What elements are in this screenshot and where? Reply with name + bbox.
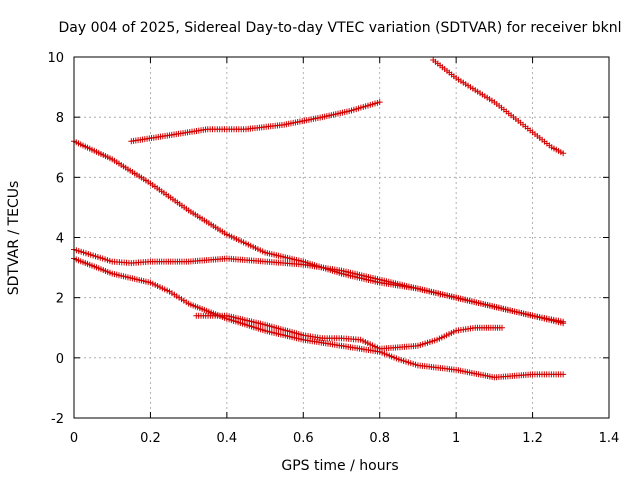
data-marks <box>71 57 567 381</box>
y-tick-label: 4 <box>56 232 64 247</box>
series-track-e <box>71 255 567 381</box>
y-tick-label: 8 <box>56 111 64 126</box>
series-track-d <box>71 246 567 327</box>
plot-frame <box>73 56 610 419</box>
chart-title: Day 004 of 2025, Sidereal Day-to-day VTE… <box>59 20 622 36</box>
y-tick-label: 6 <box>56 171 64 186</box>
series-track-f <box>193 312 505 352</box>
grid-lines <box>74 57 609 418</box>
data-point <box>499 324 505 331</box>
x-tick-label: 1.4 <box>599 431 620 446</box>
data-point <box>560 150 567 157</box>
y-axis-title: SDTVAR / TECUs <box>6 181 22 296</box>
y-tick-label: 0 <box>56 352 64 367</box>
data-point <box>560 371 567 378</box>
y-tick-label: 2 <box>56 292 64 307</box>
x-tick-label: 0 <box>70 431 78 446</box>
y-tick-label: 10 <box>47 51 64 66</box>
x-tick-label: 0.6 <box>293 431 314 446</box>
x-tick-label: 0.4 <box>217 431 238 446</box>
tick-labels: 0 0.2 0.4 0.6 0.8 1 1.2 1.4 -2 0 2 4 6 8 10 <box>47 51 619 446</box>
series-track-b <box>430 57 567 157</box>
x-tick-label: 1.2 <box>522 431 543 446</box>
x-tick-label: 0.8 <box>369 431 390 446</box>
x-axis-title: GPS time / hours <box>281 458 398 474</box>
x-tick-label: 1 <box>452 431 460 446</box>
series-track-a <box>128 99 383 145</box>
x-tick-label: 0.2 <box>140 431 161 446</box>
data-point <box>560 320 567 327</box>
series-track-c <box>71 138 567 325</box>
y-tick-label: -2 <box>51 412 64 427</box>
data-point <box>376 99 383 106</box>
